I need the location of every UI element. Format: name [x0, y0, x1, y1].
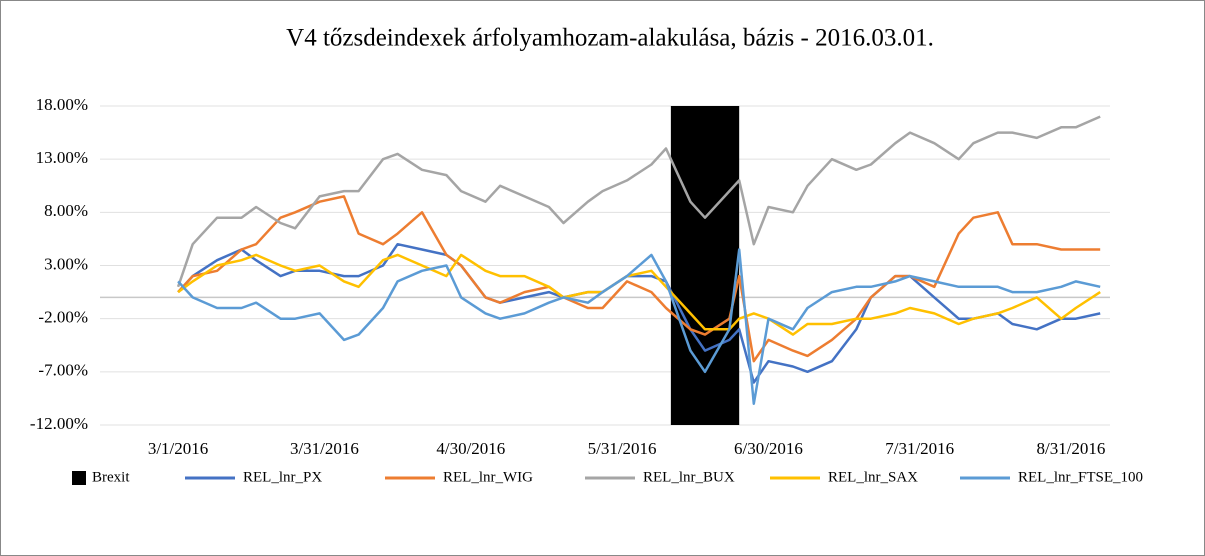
x-tick-label: 8/31/2016 — [1036, 439, 1105, 458]
legend-label: REL_lnr_WIG — [443, 469, 533, 485]
y-tick-label: -2.00% — [38, 308, 88, 327]
legend-label: REL_lnr_FTSE_100 — [1018, 469, 1143, 485]
legend-label: REL_lnr_SAX — [828, 469, 918, 485]
series-line — [177, 242, 1101, 384]
series-line — [177, 195, 1101, 363]
x-tick-label: 4/30/2016 — [436, 439, 505, 458]
y-tick-label: 3.00% — [44, 254, 88, 273]
x-tick-label: 3/31/2016 — [290, 439, 359, 458]
series-line — [177, 248, 1101, 405]
x-tick-label: 7/31/2016 — [885, 439, 954, 458]
x-tick-label: 3/1/2016 — [148, 439, 208, 458]
y-tick-label: 18.00% — [36, 95, 88, 114]
y-tick-label: -12.00% — [30, 414, 88, 433]
legend-label: REL_lnr_PX — [243, 469, 322, 485]
y-tick-label: -7.00% — [38, 361, 88, 380]
series-line — [176, 115, 1101, 288]
y-tick-label: 13.00% — [36, 148, 88, 167]
legend-label: Brexit — [92, 469, 130, 485]
series-line — [177, 253, 1101, 336]
x-tick-label: 6/30/2016 — [734, 439, 803, 458]
brexit-bar — [670, 106, 740, 425]
y-tick-label: 8.00% — [44, 201, 88, 220]
chart-title: V4 tőzsdeindexek árfolyamhozam-alakulása… — [286, 25, 934, 52]
legend-swatch — [72, 471, 86, 485]
x-tick-label: 5/31/2016 — [588, 439, 657, 458]
legend-label: REL_lnr_BUX — [643, 469, 735, 485]
